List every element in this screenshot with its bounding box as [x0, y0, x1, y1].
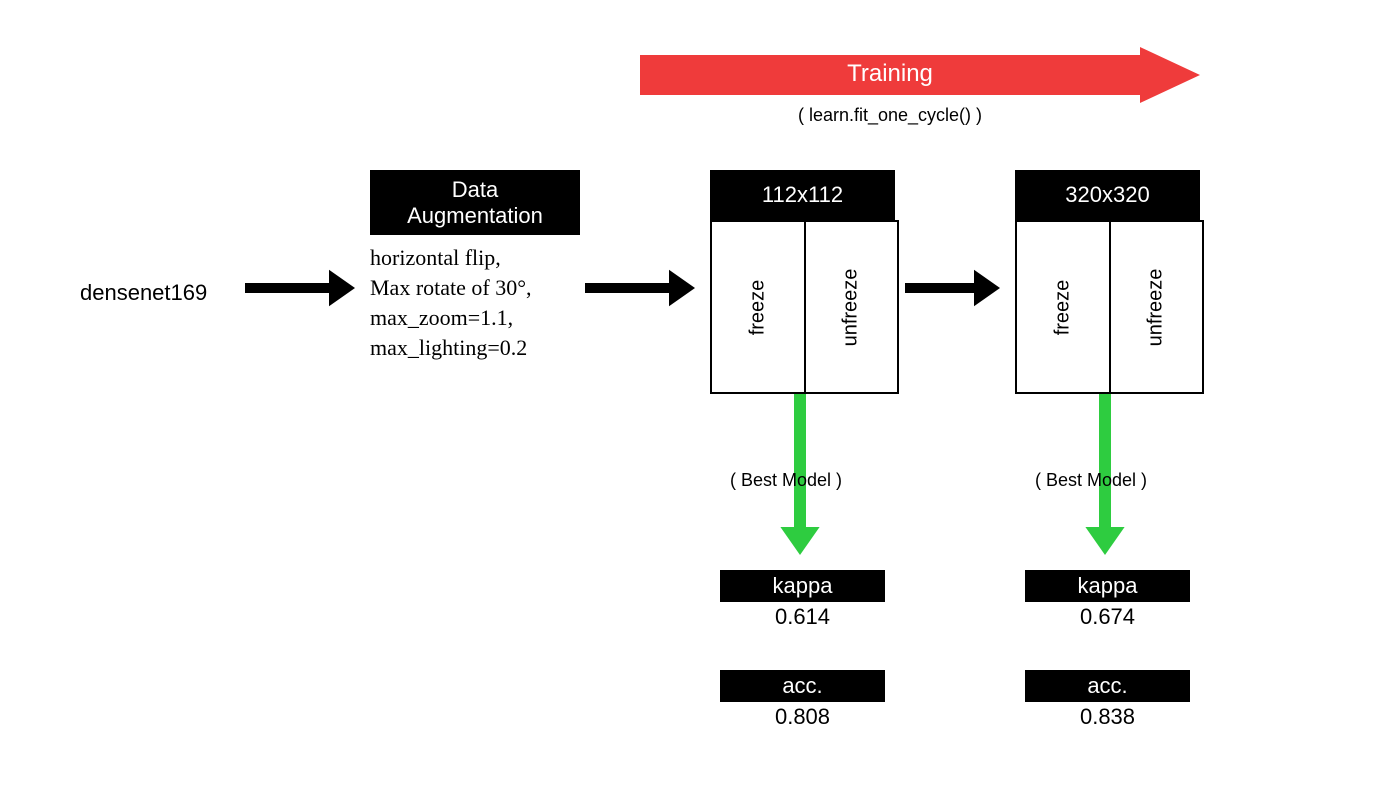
- data-aug-header-text: DataAugmentation: [407, 177, 543, 228]
- training-arrow-label: Training: [640, 60, 1140, 88]
- stage-cell-label: freeze: [746, 279, 769, 335]
- metric-value: 0.614: [720, 604, 885, 630]
- stage-header: 320x320: [1015, 170, 1200, 220]
- stage-cell: freeze: [712, 222, 806, 392]
- stage-cell-label: unfreeze: [840, 268, 863, 346]
- stage-cell: unfreeze: [1111, 222, 1203, 392]
- data-aug-line: horizontal flip,: [370, 243, 532, 273]
- stage-cell: freeze: [1017, 222, 1111, 392]
- data-aug-header: DataAugmentation: [370, 170, 580, 235]
- metric-value: 0.674: [1025, 604, 1190, 630]
- stage-header: 112x112: [710, 170, 895, 220]
- stage-body: freeze unfreeze: [1015, 220, 1204, 394]
- metric-header: acc.: [720, 670, 885, 702]
- data-aug-line: max_lighting=0.2: [370, 333, 532, 363]
- metric-value: 0.838: [1025, 704, 1190, 730]
- data-aug-line: Max rotate of 30°,: [370, 273, 532, 303]
- metric-header: kappa: [1025, 570, 1190, 602]
- training-arrow-sublabel: ( learn.fit_one_cycle() ): [640, 105, 1140, 126]
- best-model-label: ( Best Model ): [730, 470, 842, 491]
- start-label: densenet169: [80, 280, 207, 306]
- data-aug-line: max_zoom=1.1,: [370, 303, 532, 333]
- metric-value: 0.808: [720, 704, 885, 730]
- stage-cell: unfreeze: [806, 222, 898, 392]
- diagram-canvas: Training ( learn.fit_one_cycle() ) dense…: [0, 0, 1400, 799]
- data-aug-lines: horizontal flip,Max rotate of 30°,max_zo…: [370, 243, 532, 363]
- stage-cell-label: freeze: [1051, 279, 1074, 335]
- best-model-label: ( Best Model ): [1035, 470, 1147, 491]
- metric-header: kappa: [720, 570, 885, 602]
- stage-cell-label: unfreeze: [1145, 268, 1168, 346]
- metric-header: acc.: [1025, 670, 1190, 702]
- stage-body: freeze unfreeze: [710, 220, 899, 394]
